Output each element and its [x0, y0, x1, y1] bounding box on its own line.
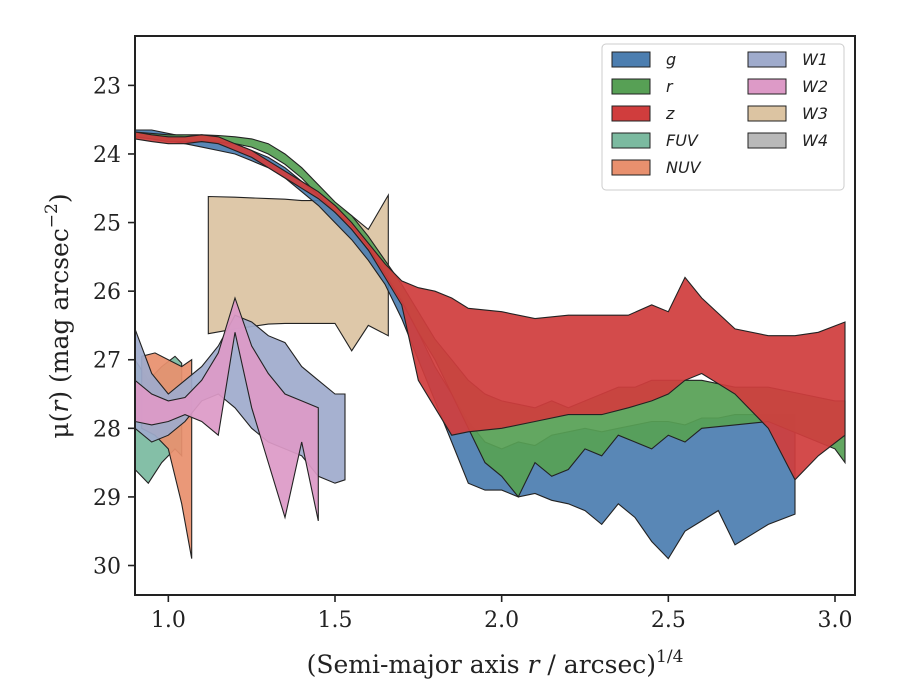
legend-label-z: z: [665, 104, 675, 123]
legend-swatch-nuv: [611, 159, 651, 176]
legend-swatch-r: [611, 78, 651, 95]
y-tick-label: 28: [93, 417, 121, 442]
plot-frame: [134, 35, 856, 596]
series-band-w3: [207, 193, 389, 352]
x-axis-title-exponent: 1/4: [656, 647, 683, 667]
legend-swatch-w3: [747, 105, 787, 122]
series-band-z: [135, 131, 846, 481]
y-tick-label: 26: [93, 280, 121, 305]
legend-label-w2: W2: [802, 77, 828, 96]
legend-swatch-z: [611, 105, 651, 122]
x-axis-title-var: r: [528, 650, 542, 679]
legend-label-fuv: FUV: [666, 131, 699, 150]
legend-label-nuv: NUV: [666, 158, 702, 177]
series-band-w2: [135, 296, 319, 522]
x-tick-label: 1.0: [151, 608, 186, 633]
y-tick-label: 23: [93, 74, 121, 99]
x-tick-label: 3.0: [818, 608, 853, 633]
legend-label-w3: W3: [802, 104, 828, 123]
x-tick-label: 1.5: [318, 608, 353, 633]
y-axis-title: μ(r) (mag arcsec−2): [42, 193, 74, 438]
x-axis-title-suffix: / arcsec): [539, 650, 656, 679]
legend: grz FUV NUV W1 W2 W3 W4: [601, 43, 845, 191]
legend-label-r: r: [666, 77, 674, 96]
series-layer: [135, 129, 846, 560]
y-axis-title-var: r: [45, 399, 74, 413]
x-axis-title-prefix: (Semi-major axis: [307, 650, 528, 679]
y-axis-title-suffix: ) (mag arcsec: [45, 228, 74, 401]
ticks-layer: 1.0 1.5 2.0 2.5 3.0 23 24 25 26 27 28 29 30: [93, 74, 853, 633]
y-axis-title-close: ): [45, 193, 74, 203]
legend-swatch-w4: [747, 132, 787, 149]
y-tick-label: 30: [93, 555, 121, 580]
legend-swatch-w2: [747, 78, 787, 95]
x-axis-title: (Semi-major axis r / arcsec)1/4: [307, 647, 684, 679]
y-tick-label: 29: [93, 486, 121, 511]
x-tick-label: 2.0: [484, 608, 519, 633]
legend-swatch-w1: [747, 51, 787, 68]
y-tick-label: 24: [93, 143, 121, 168]
legend-swatch-g: [611, 51, 651, 68]
y-tick-label: 25: [93, 212, 121, 237]
y-tick-label: 27: [93, 349, 121, 374]
legend-swatch-fuv: [611, 132, 651, 149]
x-tick-label: 2.5: [651, 608, 686, 633]
y-axis-title-prefix: μ(: [45, 413, 74, 439]
legend-label-w4: W4: [802, 131, 828, 150]
legend-label-w1: W1: [802, 50, 828, 69]
legend-label-g: g: [666, 50, 676, 69]
y-axis-title-exponent: −2: [42, 203, 62, 228]
